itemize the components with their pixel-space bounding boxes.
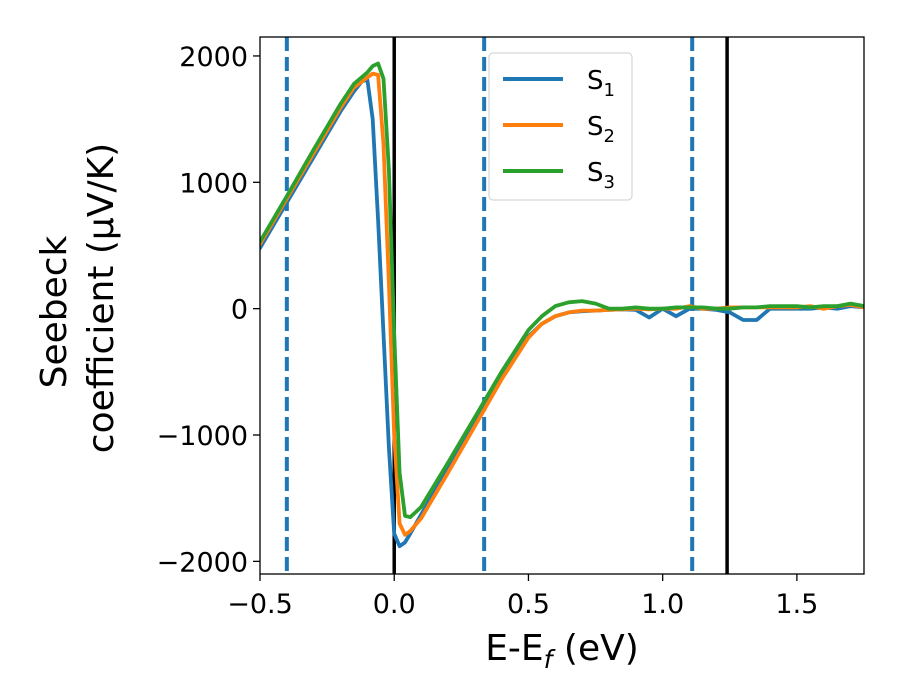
x-axis-label-tail: (eV) [552, 628, 638, 669]
x-tick-label: 1.5 [775, 589, 818, 620]
legend: S1 S2 S3 [488, 52, 633, 201]
y-tick-label: 2000 [179, 42, 248, 73]
x-axis-ticks: −0.5 0.0 0.5 1.0 1.5 [227, 574, 818, 620]
y-tick-label: 0 [231, 295, 248, 326]
legend-label-2: S2 [587, 112, 615, 147]
y-tick-label: −1000 [157, 421, 248, 452]
legend-label-1: S1 [587, 66, 615, 101]
y-axis-ticks: −2000 −1000 0 1000 2000 [157, 42, 260, 578]
x-axis-label-main: E-E [485, 628, 543, 669]
x-tick-label: 0.0 [373, 589, 416, 620]
y-tick-label: 1000 [179, 168, 248, 199]
series-lines [260, 61, 864, 549]
y-axis-label-line2: coefficient (μV/K) [81, 143, 122, 453]
x-axis-label: E-Ef (eV) [485, 628, 639, 674]
x-tick-label: −0.5 [227, 589, 293, 620]
x-tick-label: 0.5 [507, 589, 550, 620]
x-tick-label: 1.0 [641, 589, 684, 620]
legend-label-3: S3 [587, 158, 615, 193]
y-axis-label-line1: Seebeck [34, 235, 75, 388]
series-line-3 [260, 61, 864, 519]
reference-lines [284, 37, 729, 574]
y-tick-label: −2000 [157, 547, 248, 578]
plot-area-frame [259, 36, 865, 575]
